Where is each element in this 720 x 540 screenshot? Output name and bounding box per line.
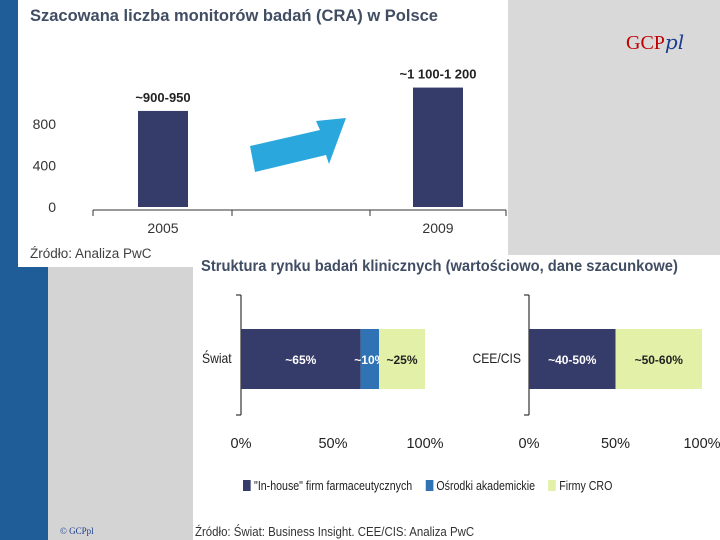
y-tick-label: 0 xyxy=(48,199,56,215)
y-tick-label: 800 xyxy=(33,116,57,132)
x-tick-label: 50% xyxy=(601,436,630,452)
chart-legend: "In-house" firm farmaceutycznych Ośrodki… xyxy=(243,479,623,493)
bar-segment xyxy=(615,329,702,389)
cra-chart-title: Szacowana liczba monitorów badań (CRA) w… xyxy=(30,7,438,25)
bar-data-label: ~900-950 xyxy=(135,90,190,105)
cra-bar-chart: 0 400 800 ~900-950 2005 ~1 100-1 200 2009 xyxy=(33,67,507,236)
x-tick-label: 2005 xyxy=(147,220,178,236)
bar-segment xyxy=(360,329,379,389)
segment-data-label: ~10% xyxy=(354,353,385,367)
legend-item-cro: Firmy CRO xyxy=(548,479,612,493)
market-structure-panel: Struktura rynku badań klinicznych (warto… xyxy=(193,255,720,540)
category-label: CEE/CIS xyxy=(472,350,521,366)
logo-main: GCP xyxy=(626,32,665,54)
bar-segment xyxy=(379,329,425,389)
x-tick-label: 100% xyxy=(683,436,720,452)
legend-swatch-academic xyxy=(425,480,433,491)
legend-swatch-cro xyxy=(548,480,556,491)
legend-label-cro: Firmy CRO xyxy=(559,479,613,493)
y-tick-label: 400 xyxy=(33,157,57,173)
x-tick-label: 50% xyxy=(318,436,347,452)
logo-suffix: pl xyxy=(664,30,685,54)
legend-label-academic: Ośrodki akademickie xyxy=(436,479,536,493)
x-tick-label: 0% xyxy=(519,436,540,452)
segment-data-label: ~25% xyxy=(386,353,417,367)
footer-logo: © GCPpl xyxy=(60,526,94,536)
legend-item-academic: Ośrodki akademickie xyxy=(425,479,535,493)
bar-segment xyxy=(241,329,361,389)
bar-segment xyxy=(529,329,616,389)
legend-swatch-inhouse xyxy=(243,480,251,491)
gcp-logo: GCPpl xyxy=(626,30,684,55)
right-gray-area xyxy=(508,0,720,260)
x-tick-label: 2009 xyxy=(422,220,453,236)
cra-chart-source: Źródło: Analiza PwC xyxy=(30,246,152,261)
segment-data-label: ~50-60% xyxy=(635,353,684,367)
legend-label-inhouse: "In-house" firm farmaceutycznych xyxy=(254,479,413,493)
market-chart-title: Struktura rynku badań klinicznych (warto… xyxy=(201,258,678,275)
x-tick-label: 100% xyxy=(406,436,443,452)
cra-chart-panel: Szacowana liczba monitorów badań (CRA) w… xyxy=(18,0,508,267)
market-chart-source: Źródło: Świat: Business Insight. CEE/CIS… xyxy=(195,524,475,539)
bar-2009 xyxy=(413,87,463,207)
legend-item-inhouse: "In-house" firm farmaceutycznych xyxy=(243,479,412,493)
bar-2005 xyxy=(138,110,188,207)
category-label: Świat xyxy=(202,350,232,366)
growth-arrow-icon xyxy=(250,118,346,172)
market-structure-chart: Świat ~65% ~10% ~25% 0% 50% 100% CEE/CIS ~40-50%… xyxy=(202,294,720,452)
x-tick-label: 0% xyxy=(231,436,252,452)
segment-data-label: ~40-50% xyxy=(548,353,597,367)
segment-data-label: ~65% xyxy=(285,353,316,367)
bar-data-label: ~1 100-1 200 xyxy=(400,67,477,82)
